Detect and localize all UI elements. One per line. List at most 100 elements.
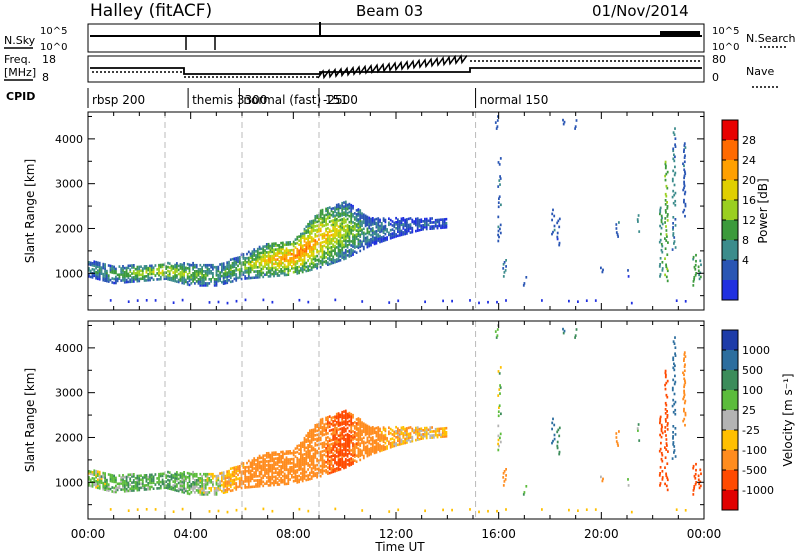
power-echo-cell — [335, 246, 338, 249]
velocity-echo-cell — [337, 448, 340, 452]
velocity-echo-cell — [615, 436, 618, 439]
power-echo-cell — [353, 224, 356, 227]
velocity-echo-cell — [348, 442, 351, 445]
velocity-echo-cell — [497, 414, 500, 418]
range-tick-label: 3000 — [55, 387, 83, 400]
velocity-echo-cell — [671, 388, 674, 392]
power-echo-cell — [88, 263, 90, 266]
power-echo-cell — [131, 264, 133, 267]
velocity-echo-cell — [497, 434, 500, 438]
power-echo-cell — [404, 220, 406, 224]
power-echo-cell — [361, 228, 363, 232]
velocity-echo-cell — [355, 442, 358, 445]
velocity-echo-cell — [176, 473, 178, 476]
velocity-echo-cell — [247, 459, 250, 463]
velocity-echo-cell — [269, 477, 272, 481]
velocity-echo-cell — [125, 479, 128, 483]
velocity-echo-cell — [420, 435, 423, 438]
velocity-echo-cell — [226, 490, 229, 494]
power-echo-cell — [660, 214, 663, 218]
power-echo-cell — [386, 228, 388, 231]
velocity-echo-cell — [384, 429, 387, 433]
power-echo-cell — [298, 257, 300, 261]
power-echo-cell — [273, 250, 275, 254]
power-echo-cell — [208, 268, 211, 271]
velocity-echo-cell — [380, 445, 383, 448]
power-echo-cell — [400, 233, 403, 237]
velocity-echo-cell — [296, 465, 299, 468]
velocity-echo-cell — [671, 404, 674, 408]
power-echo-cell — [301, 250, 304, 254]
velocity-echo-cell — [296, 460, 299, 464]
power-echo-cell — [683, 186, 685, 190]
velocity-echo-cell — [258, 478, 261, 482]
power-echo-cell — [256, 249, 259, 253]
power-echo-cell — [330, 242, 333, 245]
power-echo-cell — [253, 250, 256, 253]
power-echo-cell — [674, 191, 677, 195]
velocity-echo-cell — [125, 481, 128, 485]
power-echo-cell — [672, 201, 675, 205]
velocity-echo-cell — [127, 509, 130, 512]
velocity-echo-cell — [671, 386, 674, 390]
velocity-echo-cell — [264, 472, 266, 475]
velocity-echo-cell — [168, 471, 171, 474]
power-echo-cell — [328, 206, 331, 209]
power-echo-cell — [98, 271, 101, 275]
velocity-echo-cell — [337, 450, 340, 454]
velocity-echo-cell — [167, 474, 169, 478]
velocity-echo-cell — [312, 454, 315, 458]
power-echo-cell — [328, 242, 331, 246]
power-echo-cell — [312, 257, 315, 261]
power-echo-cell — [332, 227, 335, 230]
velocity-echo-cell — [330, 469, 333, 472]
velocity-echo-cell — [141, 480, 144, 483]
power-echo-cell — [104, 279, 106, 282]
velocity-echo-cell — [682, 397, 685, 401]
velocity-echo-cell — [321, 472, 324, 475]
velocity-echo-cell — [197, 491, 200, 494]
power-echo-cell — [422, 220, 424, 223]
velocity-echo-cell — [98, 478, 101, 482]
velocity-echo-cell — [319, 432, 322, 436]
velocity-echo-cell — [674, 346, 677, 349]
velocity-echo-cell — [310, 457, 313, 460]
power-echo-cell — [170, 278, 173, 282]
velocity-echo-cell — [404, 433, 406, 437]
power-echo-cell — [222, 276, 225, 279]
power-echo-cell — [89, 263, 92, 267]
velocity-echo-cell — [664, 446, 666, 449]
power-echo-cell — [307, 269, 309, 272]
power-echo-cell — [269, 268, 272, 272]
power-echo-cell — [285, 253, 288, 256]
power-echo-cell — [298, 239, 300, 242]
velocity-echo-cell — [328, 451, 331, 455]
velocity-echo-cell — [499, 384, 501, 387]
velocity-echo-cell — [285, 474, 288, 478]
power-echo-cell — [366, 237, 369, 241]
power-echo-cell — [309, 256, 311, 260]
velocity-echo-cell — [328, 423, 331, 426]
velocity-echo-cell — [332, 458, 335, 461]
power-echo-cell — [436, 218, 439, 222]
power-echo-cell — [158, 269, 160, 273]
velocity-echo-cell — [172, 510, 175, 513]
velocity-echo-cell — [264, 466, 266, 469]
power-echo-cell — [174, 263, 176, 267]
power-echo-cell — [251, 264, 254, 267]
velocity-echo-cell — [382, 440, 385, 443]
velocity-echo-cell — [352, 436, 354, 439]
power-echo-cell — [674, 143, 676, 146]
power-echo-cell — [215, 278, 218, 281]
velocity-echo-cell — [210, 479, 212, 482]
power-echo-cell — [300, 255, 302, 258]
power-echo-cell — [221, 270, 223, 274]
power-echo-cell — [132, 264, 135, 267]
power-echo-cell — [97, 265, 99, 268]
power-echo-cell — [335, 213, 338, 217]
velocity-echo-cell — [229, 477, 232, 480]
velocity-echo-cell — [280, 466, 282, 470]
power-echo-cell — [291, 259, 293, 262]
power-echo-cell — [343, 211, 345, 214]
